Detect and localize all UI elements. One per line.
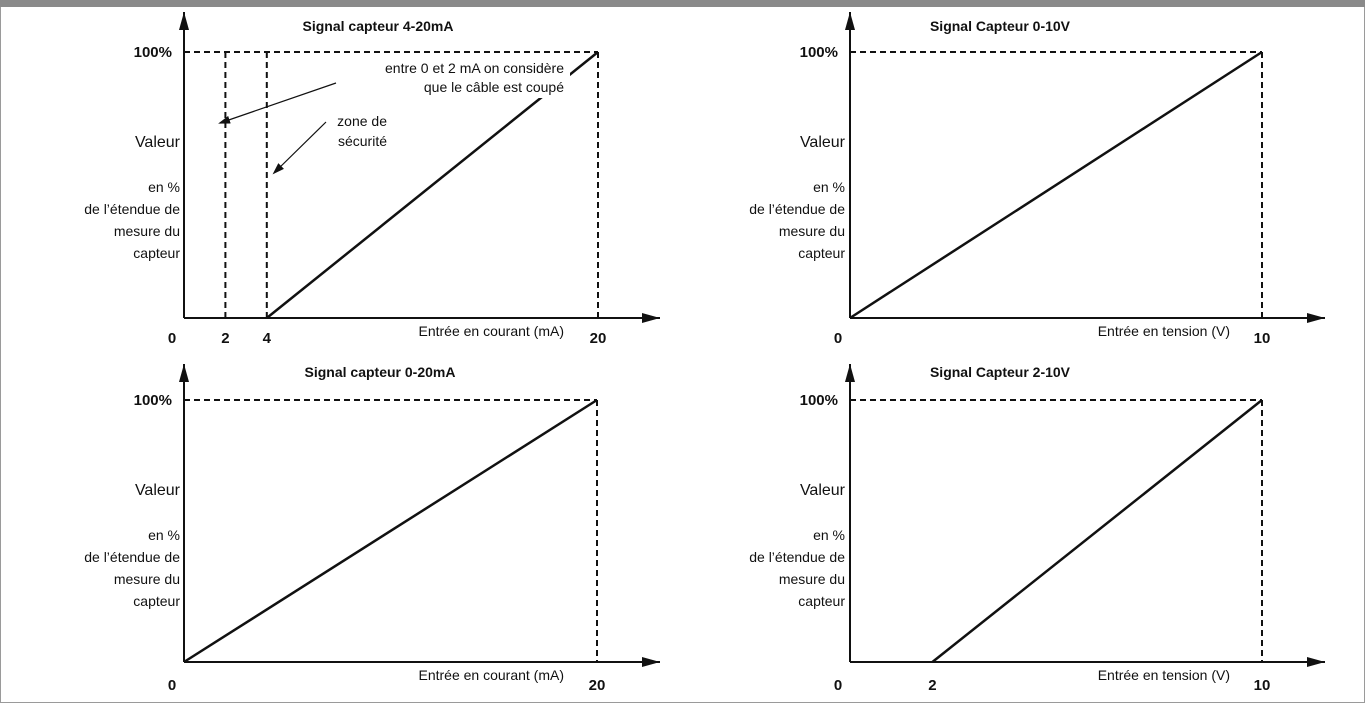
chart-panel-4: Signal Capteur 2-10V 100% 0 2 10 Entrée en te…	[749, 364, 1325, 694]
annotation-bg	[318, 58, 570, 98]
series-line	[849, 50, 1263, 320]
y-label-line: mesure du	[114, 223, 180, 239]
y-label-valeur: Valeur	[800, 134, 846, 151]
annotation-arrow	[218, 82, 337, 124]
x-axis-label: Entrée en courant (mA)	[418, 323, 564, 339]
y-label-line: de l’étendue de	[749, 201, 845, 217]
chart-title: Signal Capteur 2-10V	[930, 364, 1071, 380]
y-label-line: capteur	[798, 593, 845, 609]
y-label-line: mesure du	[114, 571, 180, 587]
x-tick-label: 10	[1254, 677, 1271, 694]
x-tick-label: 0	[834, 330, 842, 347]
x-tick-label: 20	[590, 330, 607, 347]
x-axis-label: Entrée en courant (mA)	[418, 667, 564, 683]
x-tick-label: 0	[168, 677, 176, 694]
series-line	[931, 399, 1263, 663]
y-label-line: de l’étendue de	[84, 201, 180, 217]
y-label-valeur: Valeur	[135, 134, 181, 151]
y-axis-arrow	[845, 364, 855, 382]
annotation-text: entre 0 et 2 mA on considère	[385, 60, 564, 76]
x-tick-label: 0	[168, 330, 176, 347]
x-tick-label: 10	[1254, 330, 1271, 347]
x-axis-arrow	[1307, 657, 1325, 667]
y-label-line: mesure du	[779, 571, 845, 587]
x-tick-label: 2	[221, 330, 229, 347]
series-line	[183, 398, 598, 664]
x-axis-arrow	[642, 657, 660, 667]
chart-panel-1: Signal capteur 4-20mA 100% 0 2 4 20 Entrée en …	[84, 12, 660, 347]
x-tick-label: 4	[263, 330, 272, 347]
x-tick-label: 2	[928, 677, 936, 694]
annotation-text: zone de	[337, 113, 387, 129]
x-axis-arrow	[1307, 313, 1325, 323]
x-tick-label: 0	[834, 677, 842, 694]
chart-panel-3: Signal capteur 0-20mA 100% 0 20 Entrée en co…	[84, 364, 660, 694]
y-tick-label: 100%	[800, 44, 838, 61]
y-tick-label: 100%	[800, 392, 838, 409]
y-tick-label: 100%	[134, 44, 172, 61]
y-label-line: de l’étendue de	[84, 549, 180, 565]
y-label-line: capteur	[133, 245, 180, 261]
chart-title: Signal capteur 0-20mA	[305, 364, 456, 380]
y-label-line: capteur	[133, 593, 180, 609]
annotation-bg	[326, 108, 388, 152]
top-bar	[0, 0, 1365, 7]
y-tick-label: 100%	[134, 392, 172, 409]
y-label-line: en %	[148, 527, 180, 543]
y-label-line: capteur	[798, 245, 845, 261]
x-axis-label: Entrée en tension (V)	[1098, 323, 1230, 339]
chart-panel-2: Signal Capteur 0-10V 100% 0 10 Entrée en ten…	[749, 12, 1325, 347]
y-label-valeur: Valeur	[135, 482, 181, 499]
x-tick-label: 20	[589, 677, 606, 694]
y-label-valeur: Valeur	[800, 482, 846, 499]
y-axis-arrow	[179, 364, 189, 382]
x-axis-arrow	[642, 313, 660, 323]
chart-title: Signal Capteur 0-10V	[930, 18, 1071, 34]
annotation-text: que le câble est coupé	[424, 79, 564, 95]
y-label-line: de l’étendue de	[749, 549, 845, 565]
y-label-line: en %	[813, 179, 845, 195]
y-axis-arrow	[179, 12, 189, 30]
annotation-text: sécurité	[338, 133, 387, 149]
y-label-line: mesure du	[779, 223, 845, 239]
y-axis-arrow	[845, 12, 855, 30]
chart-title: Signal capteur 4-20mA	[303, 18, 454, 34]
annotation-arrow	[272, 121, 327, 175]
x-axis-label: Entrée en tension (V)	[1098, 667, 1230, 683]
y-label-line: en %	[813, 527, 845, 543]
y-label-line: en %	[148, 179, 180, 195]
